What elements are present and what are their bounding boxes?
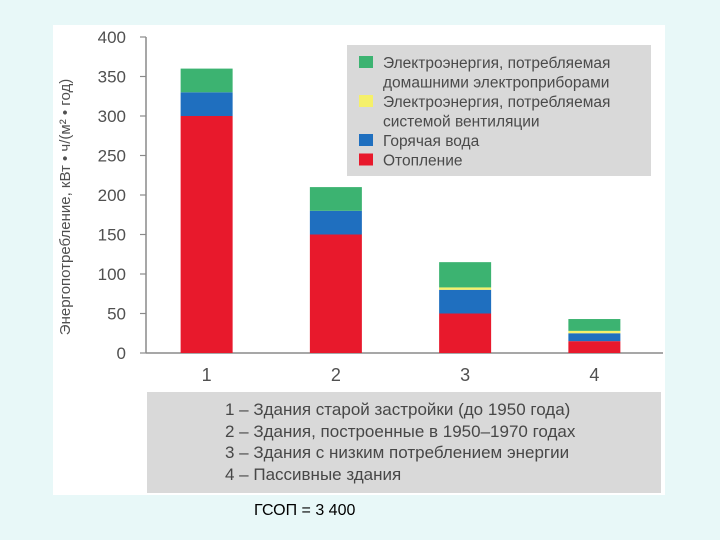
y-tick-label-3: 150 [98, 226, 126, 245]
legend-label-2-0: Горячая вода [383, 133, 480, 150]
bar-4-series-1 [568, 333, 621, 342]
bar-3-series-0 [439, 313, 492, 353]
x-tick-label-2: 3 [460, 365, 470, 385]
bar-4-series-0 [568, 341, 621, 353]
bar-2-series-1 [309, 210, 362, 235]
y-tick-label-7: 350 [98, 68, 126, 87]
note-3: 3 – Здания с низким потреблением энергии [225, 443, 570, 462]
bar-4-series-3 [568, 319, 621, 331]
bar-4-series-2 [568, 330, 621, 334]
note-1: 1 – Здания старой застройки (до 1950 год… [225, 400, 571, 419]
bar-2-series-0 [309, 234, 362, 353]
bar-3-series-3 [439, 262, 492, 288]
legend-label-0-0: Электроэнергия, потребляемая [383, 55, 610, 72]
legend-label-1-0: Электроэнергия, потребляемая [383, 94, 610, 111]
legend-label-3-0: Отопление [383, 153, 463, 170]
y-axis-label: Энергопотребление, кВт • ч/(м² • год) [57, 79, 74, 335]
legend-swatch-3 [359, 153, 373, 166]
x-tick-label-0: 1 [202, 365, 212, 385]
bar-3-series-1 [439, 289, 492, 314]
note-4: 4 – Пассивные здания [225, 464, 402, 484]
legend-box [347, 45, 651, 176]
y-tick-label-2: 100 [98, 265, 126, 284]
note-2: 2 – Здания, построенные в 1950–1970 года… [225, 421, 576, 441]
legend-swatch-2 [359, 134, 373, 146]
x-tick-label-3: 4 [589, 365, 599, 385]
y-tick-label-1: 50 [107, 305, 126, 324]
bar-1-series-3 [180, 68, 233, 93]
legend-swatch-0 [359, 56, 373, 68]
y-tick-label-4: 200 [98, 186, 126, 205]
legend-label-0-1: домашними электроприборами [383, 75, 609, 92]
caption: ГСОП = 3 400 [254, 502, 356, 519]
y-tick-label-0: 0 [117, 344, 126, 363]
bar-2-series-3 [309, 187, 362, 211]
x-tick-label-1: 2 [331, 365, 341, 385]
bar-1-series-0 [180, 116, 233, 353]
bar-3-series-2 [439, 287, 492, 290]
bar-1-series-1 [180, 92, 233, 116]
legend-label-1-1: системой вентиляции [383, 114, 540, 131]
stacked-bar-chart: 0 50 100 150 200 250 300 350 400 Энергопотреблени… [57, 28, 663, 385]
y-tick-label-6: 300 [98, 107, 126, 126]
legend-swatch-1 [359, 95, 373, 107]
y-tick-label-5: 250 [98, 147, 126, 166]
category-notes: 1 – Здания старой застройки (до 1950 год… [147, 392, 661, 493]
y-tick-label-8: 400 [98, 28, 126, 47]
